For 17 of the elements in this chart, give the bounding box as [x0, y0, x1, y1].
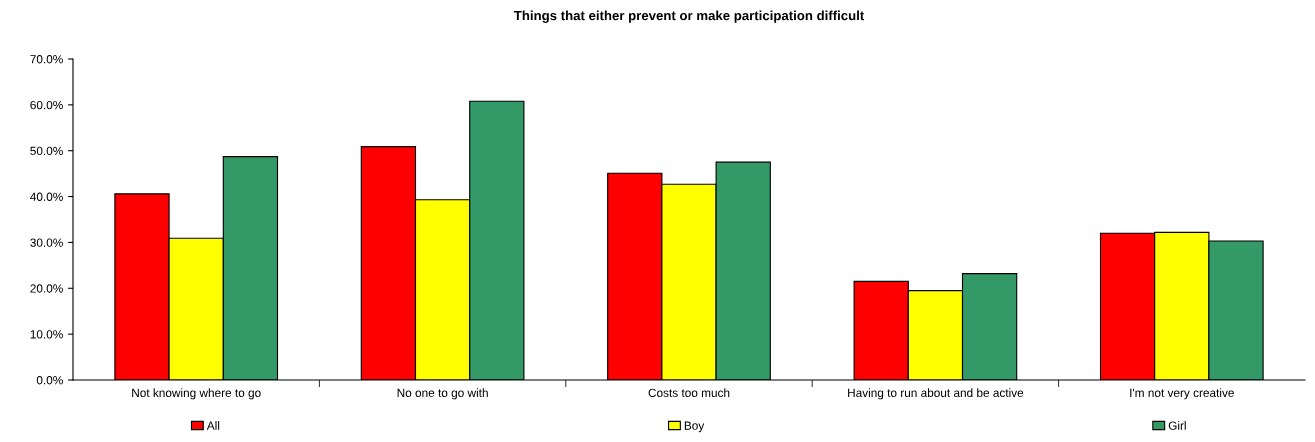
x-tick-label: Not knowing where to go	[132, 388, 261, 400]
y-tick-label: 70.0%	[30, 55, 63, 64]
legend-label: Girl	[1168, 421, 1186, 430]
x-tick-label: Costs too much	[648, 388, 730, 397]
y-tick-label: 40.0%	[30, 192, 63, 201]
y-tick-label: 30.0%	[30, 238, 63, 247]
y-tick-label: 20.0%	[30, 284, 63, 293]
y-tick-label: 50.0%	[30, 146, 63, 156]
legend-label: All	[206, 421, 220, 430]
x-tick-label: No one to go with	[397, 388, 488, 400]
x-tick-label: I'm not very creative	[1130, 388, 1234, 400]
legend-label: Boy	[684, 421, 705, 433]
y-tick-label: 10.0%	[30, 330, 63, 339]
y-tick-label: 60.0%	[30, 100, 63, 110]
y-tick-label: 0.0%	[36, 376, 63, 385]
chart-title: Things that either prevent or make participation difficult	[513, 10, 865, 23]
x-tick-label: Having to run about and be active	[848, 388, 1024, 400]
